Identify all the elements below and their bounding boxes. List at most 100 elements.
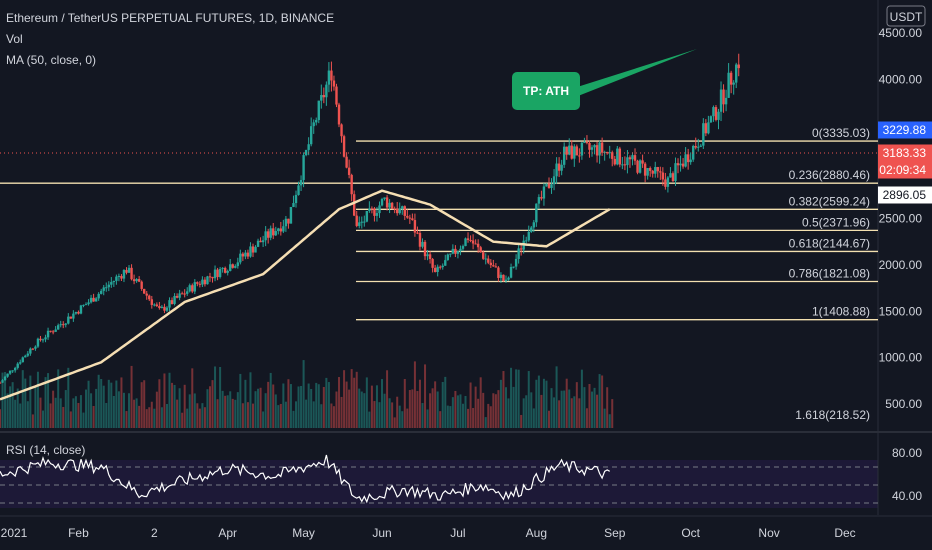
volume-bar (16, 388, 19, 428)
volume-bar (431, 388, 434, 428)
candle-body (160, 306, 164, 309)
candle-body (497, 267, 500, 278)
candle-body (648, 168, 652, 171)
candle-body (421, 241, 424, 247)
volume-bar (171, 382, 174, 428)
candle-body (659, 171, 662, 173)
candle-body (692, 145, 695, 160)
candle-body (140, 281, 143, 289)
price-axis[interactable]: 4500.004000.003500.003000.002500.002000.… (879, 26, 923, 411)
symbol-title[interactable]: Ethereum / TetherUS PERPETUAL FUTURES, 1… (6, 11, 335, 25)
candle-body (664, 179, 667, 187)
volume-bar (249, 372, 252, 428)
candle-body (433, 267, 437, 272)
candle-body (542, 186, 546, 199)
currency-badge: USDT (890, 10, 923, 24)
fib-level-label: 1(1408.88) (812, 305, 870, 319)
volume-bar (9, 386, 12, 428)
candle-body (284, 218, 288, 227)
volume-bar (6, 393, 9, 428)
rsi-label[interactable]: RSI (14, close) (6, 443, 85, 457)
volume-bar (522, 398, 525, 428)
candle-body (714, 107, 718, 120)
candle-body (239, 253, 242, 263)
volume-bar (155, 391, 158, 428)
volume-bar (221, 390, 224, 428)
volume-bar (244, 379, 247, 428)
volume-bar (74, 396, 77, 428)
candle-body (201, 279, 204, 285)
volume-bar (1, 372, 4, 428)
candle-body (259, 240, 262, 243)
volume-bar (418, 379, 421, 428)
candle-body (297, 185, 300, 195)
candle-body (110, 282, 113, 285)
candle-body (125, 269, 128, 273)
volume-bar (186, 408, 189, 428)
candle-body (550, 184, 553, 188)
candle-body (327, 70, 331, 85)
candle-body (451, 248, 455, 254)
candle-body (236, 262, 240, 267)
volume-bar (150, 401, 153, 428)
volume-bar (315, 382, 318, 428)
volume-bar (128, 393, 131, 428)
volume-bar (234, 399, 237, 428)
volume-bar (292, 410, 295, 428)
volume-bar (416, 391, 419, 428)
volume-bar (451, 397, 454, 428)
volume-bar (279, 403, 282, 428)
volume-bar (34, 387, 37, 428)
volume-bar (236, 392, 239, 428)
volume-bar (241, 403, 244, 428)
volume-bar (446, 405, 449, 428)
candle-body (590, 147, 594, 150)
volume-bar (312, 401, 315, 428)
time-axis[interactable]: 2021 Feb 2 Apr May Jun Jul Aug Sep Oct Nov Dec (1, 526, 856, 540)
candle-body (600, 142, 604, 153)
candle-body (388, 202, 391, 208)
volume-bar (360, 391, 363, 428)
candle-body (489, 262, 493, 266)
ma-indicator-label[interactable]: MA (50, close, 0) (6, 53, 97, 67)
price-tick-label: 1000.00 (879, 351, 923, 365)
candle-body (282, 226, 285, 232)
candle-body (145, 293, 148, 296)
time-tick-label: May (292, 526, 315, 540)
candle-body (439, 266, 442, 268)
candle-body (274, 230, 277, 236)
candle-body (173, 295, 176, 304)
candle-body (347, 167, 351, 175)
volume-bar (421, 403, 424, 428)
volume-bar (484, 417, 487, 428)
candle-body (557, 163, 561, 171)
candle-body (613, 158, 616, 165)
volume-bar (24, 378, 27, 428)
candle-body (588, 142, 591, 150)
candle-body (3, 376, 7, 381)
volume-bar (461, 403, 464, 428)
candle-body (188, 285, 191, 292)
volume-bar (115, 380, 118, 428)
candle-body (530, 227, 533, 232)
tp-callout-label: TP: ATH (523, 84, 569, 98)
candle-body (626, 157, 629, 166)
volume-bar (535, 379, 538, 428)
candle-body (150, 299, 153, 305)
volume-bar (148, 407, 151, 428)
candle-body (99, 290, 103, 294)
price-tick-label: 4000.00 (879, 72, 923, 86)
candle-body (575, 146, 579, 156)
candle-body (186, 291, 189, 294)
currency-badge-box[interactable] (886, 5, 926, 27)
candle-body (631, 155, 634, 160)
volume-bar (130, 365, 133, 428)
volume-bar (77, 402, 80, 428)
tp-callout-box[interactable] (512, 72, 580, 110)
candle-body (444, 260, 447, 266)
volume-bar (487, 403, 490, 428)
volume-indicator-label[interactable]: Vol (6, 32, 23, 46)
candle-body (514, 258, 518, 267)
price-pane[interactable] (0, 0, 878, 430)
